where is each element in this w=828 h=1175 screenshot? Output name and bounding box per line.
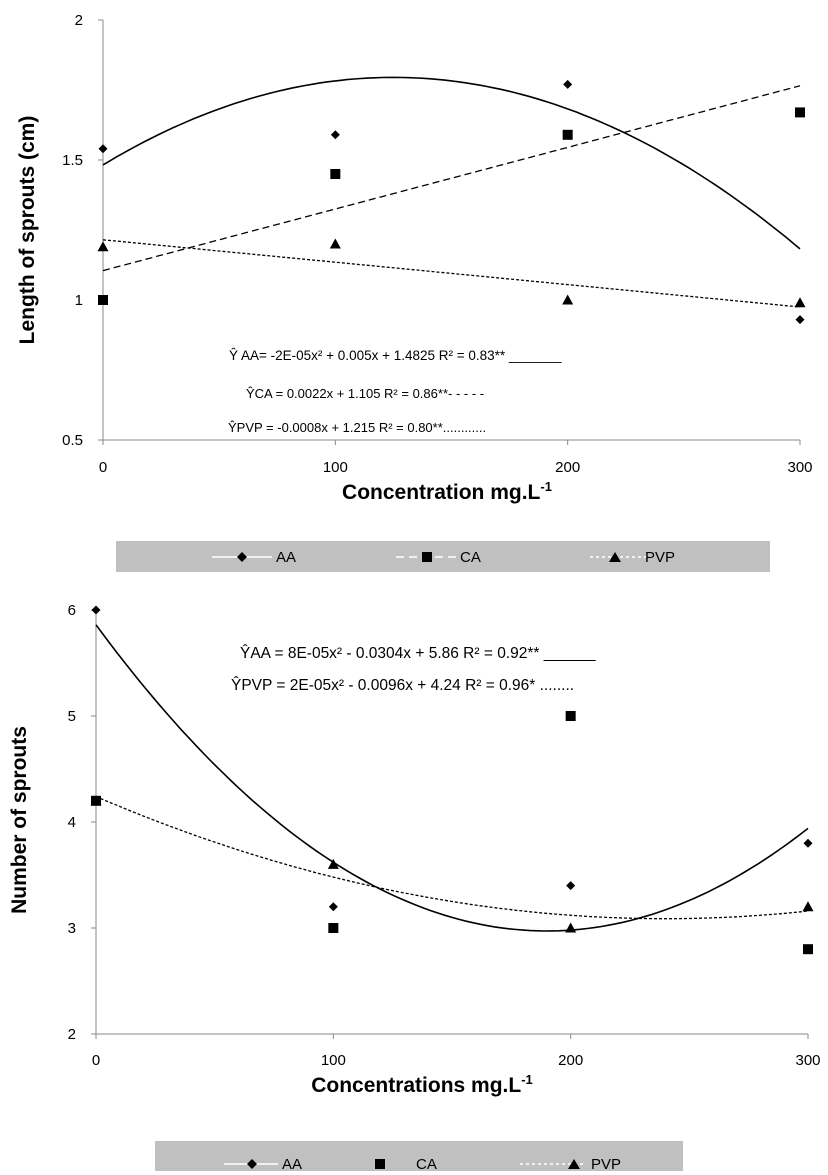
data-point-aa — [566, 881, 576, 891]
x-axis-title-superscript: -1 — [521, 1072, 533, 1087]
x-axis-title-text: Concentrations mg.L — [311, 1074, 521, 1097]
data-point-ca — [98, 295, 108, 305]
x-axis-title: Concentration mg.L-1 — [342, 479, 552, 504]
legend-square-icon — [422, 552, 432, 562]
x-tick-label: 200 — [555, 459, 580, 476]
chart-number-of-sprouts: 2 3 4 5 6 0 100 200 300 Number of sprouts Conce… — [8, 602, 821, 1173]
data-point-aa — [328, 902, 338, 912]
trendline-aa — [102, 76, 801, 250]
data-point-pvp — [562, 294, 574, 305]
equation-aa: Ŷ AA= -2E-05x² + 0.005x + 1.4825 R² = 0.… — [229, 348, 562, 363]
legend-item-aa: AA — [224, 1156, 302, 1173]
y-tick-label: 4 — [68, 814, 76, 831]
legend-item-aa: AA — [212, 549, 296, 566]
data-point-pvp — [802, 901, 814, 912]
data-point-pvp — [565, 922, 577, 933]
legend-diamond-icon — [237, 552, 247, 562]
legend-item-pvp: PVP — [590, 549, 675, 566]
legend-label-pvp: PVP — [591, 1156, 621, 1173]
legend: AA CA PVP — [116, 541, 770, 572]
legend-label-aa: AA — [276, 549, 296, 566]
equation-pvp: ŶPVP = -0.0008x + 1.215 R² = 0.80**.....… — [228, 420, 486, 435]
data-point-pvp — [90, 795, 102, 806]
legend-item-ca: CA — [375, 1156, 437, 1173]
x-axis-title: Concentrations mg.L-1 — [311, 1072, 533, 1097]
trendline-pvp — [102, 239, 801, 308]
y-tick-label: 5 — [68, 708, 76, 725]
trendline-pvp — [95, 796, 809, 920]
data-point-ca — [328, 923, 339, 933]
y-tick-label: 2 — [75, 12, 83, 29]
data-point-aa — [803, 838, 813, 848]
y-axis-title: Number of sprouts — [8, 726, 31, 914]
y-tick-label: 1 — [75, 292, 83, 309]
x-tick-label: 100 — [323, 459, 348, 476]
legend-item-pvp: PVP — [520, 1156, 621, 1173]
legend-triangle-icon — [609, 552, 621, 562]
data-point-aa — [330, 130, 340, 140]
data-point-ca — [803, 944, 813, 955]
data-point-aa — [98, 144, 108, 154]
data-point-ca — [330, 169, 341, 179]
y-tick-label: 2 — [68, 1026, 76, 1043]
legend-label-ca: CA — [416, 1156, 437, 1173]
data-point-pvp — [97, 241, 109, 252]
x-tick-label: 0 — [99, 459, 107, 476]
data-point-pvp — [794, 297, 806, 308]
equation-ca: ŶCA = 0.0022x + 1.105 R² = 0.86**- - - -… — [246, 386, 484, 401]
legend-label-pvp: PVP — [645, 549, 675, 566]
x-tick-label: 300 — [787, 459, 812, 476]
y-tick-label: 6 — [68, 602, 76, 619]
legend-triangle-icon — [568, 1159, 580, 1169]
legend-item-ca: CA — [396, 549, 481, 566]
data-point-ca — [565, 711, 576, 721]
chart-length-of-sprouts: 0.5 1 1.5 2 0 100 200 300 Length of sprouts (c… — [16, 12, 813, 572]
data-point-pvp — [329, 238, 341, 249]
data-point-ca — [795, 107, 805, 118]
legend-label-aa: AA — [282, 1156, 302, 1173]
data-point-ca — [562, 129, 573, 140]
y-tick-label: 0.5 — [62, 432, 83, 449]
legend-diamond-icon — [247, 1159, 257, 1169]
y-axis-title: Length of sprouts (cm) — [16, 116, 39, 345]
trendline-aa — [95, 624, 809, 932]
x-tick-label: 300 — [795, 1052, 820, 1069]
data-point-aa — [91, 605, 101, 615]
legend-label-ca: CA — [460, 549, 481, 566]
x-tick-label: 200 — [558, 1052, 583, 1069]
x-axis-title-superscript: -1 — [540, 479, 552, 494]
legend: AA CA PVP — [155, 1141, 683, 1173]
x-axis-title-text: Concentration mg.L — [342, 481, 541, 504]
equation-pvp: ŶPVP = 2E-05x² - 0.0096x + 4.24 R² = 0.9… — [231, 677, 574, 694]
data-point-aa — [563, 79, 573, 89]
legend-box — [155, 1141, 683, 1171]
y-tick-label: 1.5 — [62, 152, 83, 169]
data-point-aa — [795, 315, 805, 325]
x-tick-label: 0 — [92, 1052, 100, 1069]
data-point-pvp — [327, 858, 339, 869]
trendline-ca — [102, 85, 801, 272]
y-tick-label: 3 — [68, 920, 76, 937]
legend-square-icon — [375, 1159, 385, 1169]
x-tick-label: 100 — [321, 1052, 346, 1069]
equation-aa: ŶAA = 8E-05x² - 0.0304x + 5.86 R² = 0.92… — [240, 645, 596, 662]
